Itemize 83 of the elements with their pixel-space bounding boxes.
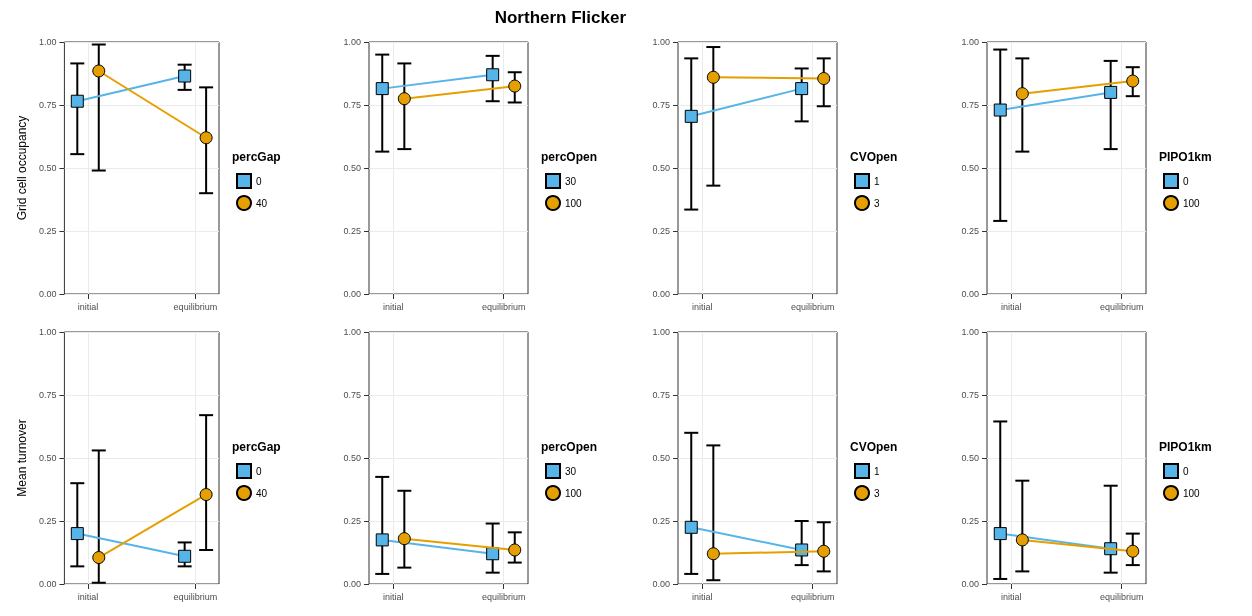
y-tick-label: 0.00: [961, 579, 979, 589]
legend-label: 3: [874, 197, 880, 209]
legend-title: percGap: [232, 150, 281, 164]
legend-label: 0: [1183, 175, 1189, 187]
y-tick-label: 0.50: [38, 453, 57, 463]
legend-label: 1: [874, 465, 880, 477]
legend-label: 0: [256, 465, 262, 477]
y-tick-label: 0.25: [961, 226, 979, 236]
legend-label: 100: [565, 487, 583, 499]
x-tick-label: equilibrium: [173, 301, 218, 312]
y-tick-label: 0.75: [652, 100, 670, 110]
y-tick-label: 0.25: [38, 226, 57, 236]
x-tick-label: equilibrium: [1099, 591, 1144, 602]
y-tick-label: 0.75: [343, 100, 361, 110]
x-tick-label: equilibrium: [790, 591, 835, 602]
x-tick-label: initial: [383, 301, 404, 312]
legend-title: PIPO1km: [1159, 440, 1212, 454]
y-axis-title: Mean turnover: [15, 419, 29, 497]
y-tick-label: 0.50: [343, 163, 361, 173]
y-tick-label: 0.50: [652, 453, 670, 463]
y-tick-label: 0.25: [343, 516, 361, 526]
x-tick-label: equilibrium: [1099, 301, 1144, 312]
x-tick-label: equilibrium: [481, 591, 526, 602]
legend-label: 0: [1183, 465, 1189, 477]
y-tick-label: 0.50: [343, 453, 361, 463]
y-tick-label: 0.75: [38, 390, 57, 400]
y-tick-label: 0.50: [961, 453, 979, 463]
legend-title: percOpen: [541, 440, 598, 454]
y-tick-label: 0.25: [652, 516, 670, 526]
y-tick-label: 0.25: [38, 516, 57, 526]
y-tick-label: 0.75: [343, 390, 361, 400]
legend-label: 0: [256, 175, 262, 187]
x-tick-label: initial: [77, 591, 99, 602]
x-tick-label: initial: [383, 591, 404, 602]
legend-label: 40: [256, 487, 268, 499]
legend-title: percOpen: [541, 150, 598, 164]
x-tick-label: initial: [1001, 591, 1022, 602]
y-tick-label: 0.25: [961, 516, 979, 526]
y-tick-label: 0.75: [961, 390, 979, 400]
y-tick-label: 0.50: [961, 163, 979, 173]
y-tick-label: 0.50: [38, 163, 57, 173]
y-tick-label: 0.00: [343, 289, 361, 299]
legend-label: 100: [565, 197, 583, 209]
legend-label: 1: [874, 175, 880, 187]
legend-label: 30: [565, 175, 577, 187]
legend-title: CVOpen: [850, 150, 898, 164]
legend-title: percGap: [232, 440, 281, 454]
y-tick-label: 1.00: [961, 327, 979, 337]
x-tick-label: initial: [77, 301, 99, 312]
y-tick-label: 0.25: [652, 226, 670, 236]
x-tick-label: equilibrium: [481, 301, 526, 312]
y-tick-label: 0.50: [652, 163, 670, 173]
y-tick-label: 1.00: [343, 327, 361, 337]
y-tick-label: 1.00: [38, 37, 57, 47]
legend-label: 100: [1183, 197, 1201, 209]
y-tick-label: 1.00: [652, 37, 670, 47]
y-tick-label: 0.00: [961, 289, 979, 299]
x-tick-label: initial: [692, 301, 713, 312]
y-tick-label: 0.75: [961, 100, 979, 110]
y-tick-label: 0.00: [343, 579, 361, 589]
legend-title: CVOpen: [850, 440, 898, 454]
y-axis-title: Grid cell occupancy: [15, 115, 29, 221]
y-tick-label: 0.75: [652, 390, 670, 400]
y-tick-label: 0.00: [38, 579, 57, 589]
chart-title: Northern Flicker: [493, 8, 626, 29]
y-tick-label: 0.00: [38, 289, 57, 299]
legend-label: 3: [874, 487, 880, 499]
y-tick-label: 0.75: [38, 100, 57, 110]
y-tick-label: 1.00: [652, 327, 670, 337]
y-tick-label: 1.00: [343, 37, 361, 47]
y-tick-label: 0.00: [652, 289, 670, 299]
y-tick-label: 1.00: [38, 327, 57, 337]
legend-label: 100: [1183, 487, 1201, 499]
legend-label: 30: [565, 465, 577, 477]
x-tick-label: initial: [1001, 301, 1022, 312]
x-tick-label: initial: [692, 591, 713, 602]
y-tick-label: 0.00: [652, 579, 670, 589]
x-tick-label: equilibrium: [173, 591, 218, 602]
y-tick-label: 1.00: [961, 37, 979, 47]
y-tick-label: 0.25: [343, 226, 361, 236]
x-tick-label: equilibrium: [790, 301, 835, 312]
legend-title: PIPO1km: [1159, 150, 1212, 164]
legend-label: 40: [256, 197, 268, 209]
